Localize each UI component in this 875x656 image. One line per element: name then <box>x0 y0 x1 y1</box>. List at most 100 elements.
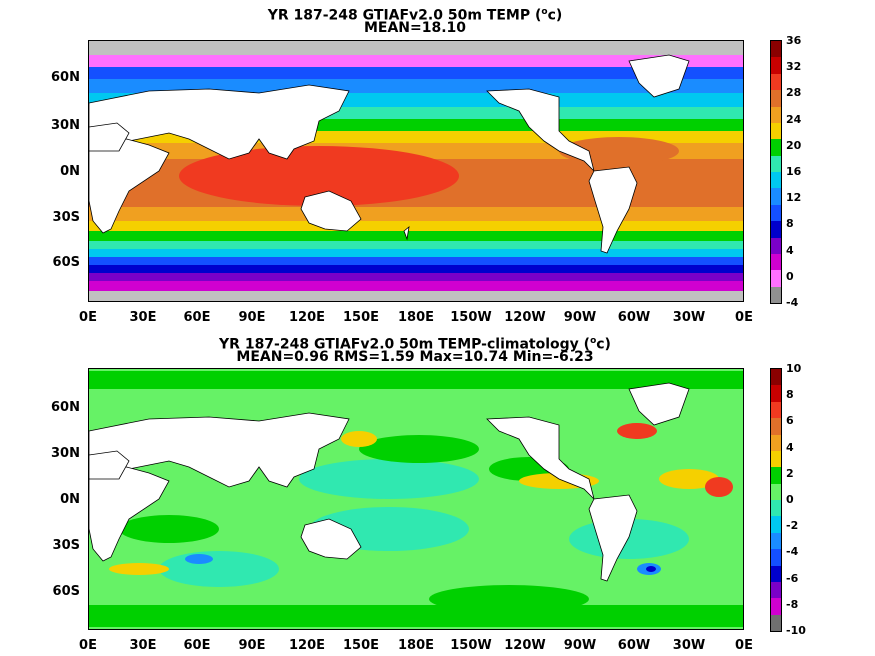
colorbar-tick-label: -4 <box>786 296 799 309</box>
bottom-anomaly-field <box>89 369 743 629</box>
colorbar-tick-label: 10 <box>786 362 802 375</box>
colorbar-segment <box>771 122 781 140</box>
top-lon-label: 90E <box>238 310 266 325</box>
colorbar-tick-label: 32 <box>786 60 802 74</box>
top-lon-label: 0E <box>79 310 97 325</box>
colorbar-segment <box>771 418 781 435</box>
top-lat-label: 0N <box>60 164 80 179</box>
colorbar-tick-label: -2 <box>786 519 799 533</box>
colorbar-segment <box>771 41 781 58</box>
top-lon-label: 120W <box>504 310 546 325</box>
colorbar-segment <box>771 467 781 484</box>
bottom-title-unit: c) <box>596 336 611 353</box>
top-lon-label: 150W <box>450 310 492 325</box>
bottom-lon-label: 90W <box>563 638 597 653</box>
colorbar-segment <box>771 139 781 156</box>
top-temperature-field <box>89 41 743 301</box>
top-lon-label: 120E <box>288 310 326 325</box>
colorbar-segment <box>771 614 781 631</box>
colorbar-tick-label: 2 <box>786 466 794 480</box>
colorbar-segment <box>771 253 781 271</box>
colorbar-segment <box>771 516 781 533</box>
colorbar-segment <box>771 188 781 205</box>
top-lon-label: 150E <box>342 310 380 325</box>
colorbar-tick-label: 0 <box>786 269 794 283</box>
colorbar-segment <box>771 221 781 238</box>
bottom-lat-label: 60N <box>51 400 80 415</box>
colorbar-segment <box>771 532 781 550</box>
colorbar-tick-label: 4 <box>786 243 794 257</box>
top-lat-label: 60N <box>51 70 80 85</box>
top-lat-label: 30N <box>51 118 80 133</box>
top-lat-label: 30S <box>52 210 80 225</box>
top-title-text: YR 187-248 GTIAFv2.0 50m TEMP ( <box>267 7 542 24</box>
colorbar-segment <box>771 581 781 599</box>
bottom-lat-label: 30N <box>51 446 80 461</box>
colorbar-segment <box>771 434 781 451</box>
bottom-map-plot <box>88 368 744 630</box>
top-map-plot <box>88 40 744 302</box>
bottom-lon-label: 30W <box>672 638 706 653</box>
top-lon-label: 30E <box>129 310 157 325</box>
bottom-lon-label: 180E <box>397 638 435 653</box>
colorbar-tick-label: -10 <box>786 624 806 637</box>
bottom-lon-label: 60W <box>617 638 651 653</box>
colorbar-segment <box>771 270 781 287</box>
bottom-lon-label: 150E <box>342 638 380 653</box>
bottom-lon-label: 60E <box>183 638 211 653</box>
bottom-lon-label: 0E <box>735 638 753 653</box>
colorbar-tick-label: 6 <box>786 414 794 428</box>
bottom-map-stats: MEAN=0.96 RMS=1.59 Max=10.74 Min=-6.23 <box>236 349 594 365</box>
colorbar-segment <box>771 73 781 91</box>
colorbar-tick-label: 20 <box>786 138 802 152</box>
colorbar-segment <box>771 401 781 419</box>
colorbar-segment <box>771 204 781 222</box>
colorbar-tick-label: -4 <box>786 545 799 559</box>
top-lat-label: 60S <box>52 255 80 270</box>
colorbar-segment <box>771 286 781 303</box>
bottom-colorbar <box>770 368 782 632</box>
colorbar-segment <box>771 237 781 254</box>
colorbar-tick-label: 8 <box>786 217 794 231</box>
colorbar-tick-label: 28 <box>786 86 802 100</box>
colorbar-tick-label: 4 <box>786 440 794 454</box>
top-colorbar <box>770 40 782 304</box>
colorbar-segment <box>771 172 781 189</box>
colorbar-segment <box>771 385 781 402</box>
colorbar-tick-label: 24 <box>786 112 802 126</box>
colorbar-segment <box>771 450 781 468</box>
colorbar-segment <box>771 369 781 386</box>
colorbar-tick-label: 36 <box>786 34 802 47</box>
colorbar-segment <box>771 155 781 172</box>
colorbar-tick-label: 16 <box>786 165 802 178</box>
colorbar-segment <box>771 565 781 582</box>
top-lon-label: 180E <box>397 310 435 325</box>
top-lon-label: 60E <box>183 310 211 325</box>
bottom-lat-label: 30S <box>52 538 80 553</box>
top-lon-label: 0E <box>735 310 753 325</box>
colorbar-tick-label: 0 <box>786 493 794 506</box>
top-title-unit: c) <box>547 7 563 24</box>
bottom-lat-label: 0N <box>60 492 80 507</box>
bottom-title-text: YR 187-248 GTIAFv2.0 50m TEMP-climatolog… <box>219 336 591 353</box>
bottom-lon-label: 30E <box>129 638 157 653</box>
bottom-lon-label: 0E <box>79 638 97 653</box>
bottom-lon-label: 120W <box>504 638 546 653</box>
colorbar-tick-label: 12 <box>786 191 802 205</box>
top-map-title: YR 187-248 GTIAFv2.0 50m TEMP (oc) <box>0 4 830 24</box>
colorbar-segment <box>771 106 781 123</box>
colorbar-segment <box>771 57 781 74</box>
colorbar-segment <box>771 90 781 107</box>
top-lon-label: 90W <box>563 310 597 325</box>
bottom-lon-label: 120E <box>288 638 326 653</box>
top-lon-label: 30W <box>672 310 706 325</box>
bottom-lat-label: 60S <box>52 584 80 599</box>
colorbar-segment <box>771 483 781 500</box>
bottom-lon-label: 90E <box>238 638 266 653</box>
colorbar-tick-label: -6 <box>786 571 799 585</box>
bottom-lon-label: 150W <box>450 638 492 653</box>
bottom-map-title: YR 187-248 GTIAFv2.0 50m TEMP-climatolog… <box>0 333 830 353</box>
top-lon-label: 60W <box>617 310 651 325</box>
colorbar-segment <box>771 500 781 517</box>
colorbar-segment <box>771 549 781 566</box>
